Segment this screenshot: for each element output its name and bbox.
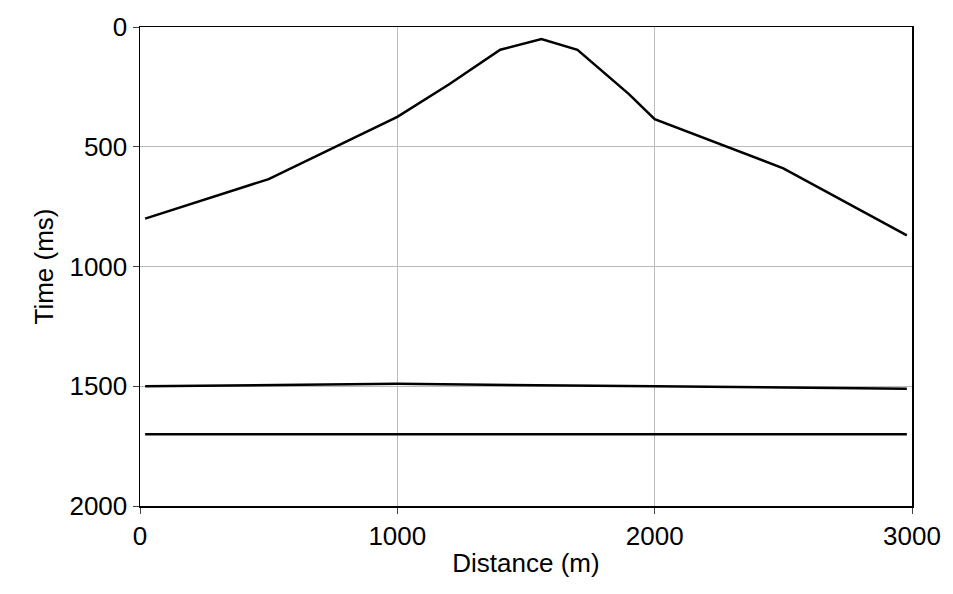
svg-text:Distance (m): Distance (m) — [452, 548, 599, 578]
svg-text:0: 0 — [113, 12, 127, 42]
svg-text:3000: 3000 — [883, 521, 941, 551]
svg-text:2000: 2000 — [69, 491, 127, 521]
svg-text:0: 0 — [133, 521, 147, 551]
svg-text:Time (ms): Time (ms) — [29, 208, 59, 324]
svg-text:1000: 1000 — [69, 252, 127, 282]
svg-text:1500: 1500 — [69, 371, 127, 401]
svg-text:500: 500 — [84, 132, 127, 162]
svg-text:1000: 1000 — [368, 521, 426, 551]
svg-text:2000: 2000 — [626, 521, 684, 551]
